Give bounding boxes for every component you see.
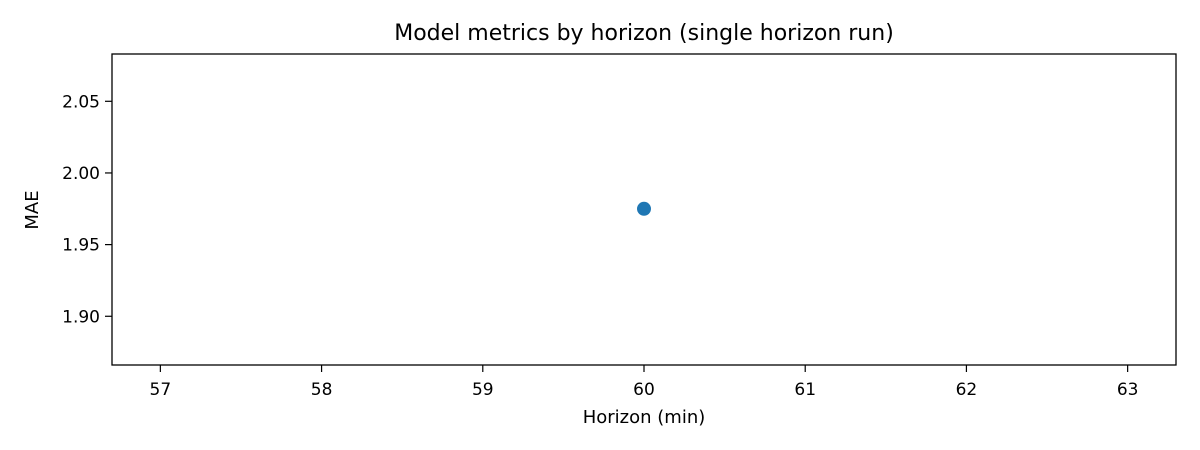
- points-layer: [637, 201, 651, 216]
- x-tick-label-4: 61: [794, 380, 816, 400]
- x-axis-label: Horizon (min): [583, 407, 706, 428]
- x-tick-label-5: 62: [956, 380, 978, 400]
- x-tick-label-1: 58: [311, 380, 333, 400]
- y-tick-label-0: 1.90: [62, 307, 100, 327]
- y-tick-label-1: 1.95: [62, 236, 100, 256]
- y-tick-label-3: 2.05: [62, 92, 100, 112]
- x-tick-label-3: 60: [633, 380, 655, 400]
- plot-area: [111, 53, 1177, 366]
- data-point-0-0: [637, 201, 651, 216]
- chart-title: Model metrics by horizon (single horizon…: [394, 21, 894, 46]
- x-tick-label-2: 59: [472, 380, 494, 400]
- ticks-layer: 57 58 59 60 61 62 63 1.90 1.95 2.00 2.05: [62, 92, 1138, 400]
- x-tick-label-6: 63: [1117, 380, 1139, 400]
- y-tick-label-2: 2.00: [62, 164, 100, 184]
- x-tick-label-0: 57: [150, 380, 172, 400]
- y-axis-label: MAE: [22, 190, 43, 229]
